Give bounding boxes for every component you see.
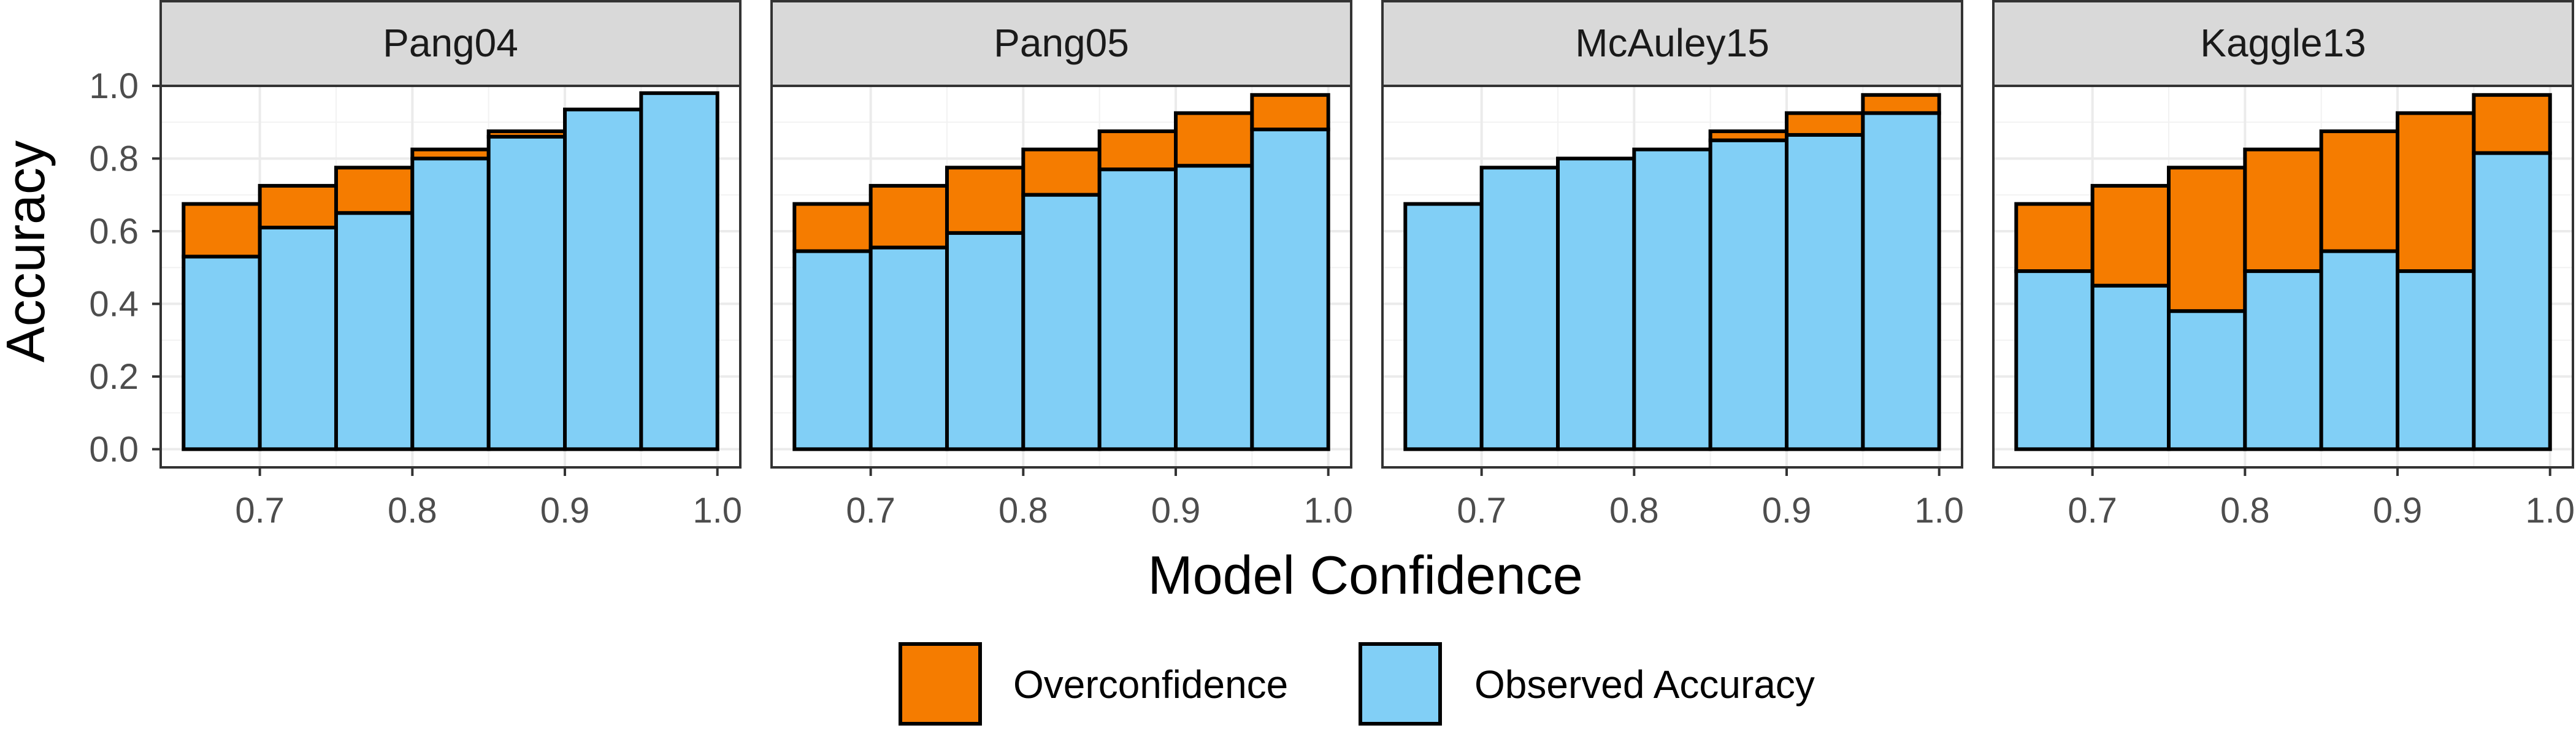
x-tick-label: 0.9 — [540, 491, 590, 531]
accuracy-bar — [1174, 164, 1254, 451]
accuracy-bar — [868, 245, 949, 451]
facet-panel: McAuley15 0.7 0.8 0.9 1.0 — [1381, 0, 1964, 531]
overconfidence-bar — [2090, 183, 2171, 288]
panel-border — [1381, 85, 1963, 469]
y-axis-title: Accuracy — [0, 140, 56, 362]
accuracy-bar — [2319, 249, 2400, 451]
legend-label: Observed Accuracy — [1474, 662, 1815, 707]
overconfidence-bar — [2396, 111, 2476, 274]
overconfidence-bar — [1174, 111, 1254, 168]
overconfidence-bar — [1021, 147, 1102, 197]
accuracy-bar — [2396, 269, 2476, 451]
facet-title: Kaggle13 — [2200, 21, 2366, 65]
overconfidence-bar — [2243, 147, 2323, 274]
x-tick-label: 0.7 — [235, 491, 285, 531]
x-tick-label: 0.8 — [2220, 491, 2270, 531]
bars — [182, 91, 719, 451]
overconfidence-bar — [1861, 93, 1941, 115]
facet-title: Pang04 — [383, 21, 518, 65]
x-tick-label: 0.8 — [388, 491, 437, 531]
accuracy-bar — [1479, 166, 1560, 451]
overconfidence-bar — [2166, 166, 2247, 313]
x-tick-label: 1.0 — [2525, 491, 2575, 531]
overconfidence-bar — [868, 183, 949, 250]
y-tick-label: 0.0 — [89, 429, 139, 469]
y-tick-label: 0.2 — [89, 357, 139, 397]
accuracy-bar — [2014, 269, 2095, 451]
overconfidence-bar — [792, 202, 873, 253]
facet-strip — [1992, 0, 2574, 87]
overconfidence-bar — [945, 166, 1025, 235]
accuracy-bar — [1555, 156, 1636, 451]
legend-swatch — [1359, 642, 1442, 726]
accuracy-bar — [182, 255, 262, 451]
legend-item: Observed Accuracy — [1359, 642, 1815, 726]
legend-swatch — [899, 642, 982, 726]
x-tick-label: 0.7 — [846, 491, 895, 531]
y-tick-label: 1.0 — [89, 66, 139, 106]
accuracy-bar — [334, 211, 415, 451]
accuracy-bar — [258, 226, 338, 451]
overconfidence-bar — [182, 202, 262, 259]
accuracy-bar — [1632, 147, 1712, 451]
x-tick-label: 1.0 — [1914, 491, 1964, 531]
overconfidence-bar — [2472, 93, 2552, 155]
accuracy-bar — [1021, 193, 1102, 451]
y-tick-label: 0.4 — [89, 284, 139, 324]
y-tick-label: 0.8 — [89, 139, 139, 178]
overconfidence-bar — [258, 183, 338, 230]
facet-strip — [770, 0, 1352, 87]
overconfidence-bar — [334, 166, 415, 215]
bars — [1403, 93, 1941, 451]
accuracy-bar — [2166, 309, 2247, 451]
x-tick-label: 1.0 — [692, 491, 742, 531]
accuracy-bar — [563, 107, 643, 451]
accuracy-bar — [2090, 283, 2171, 451]
overconfidence-bar — [1250, 93, 1330, 132]
bars — [2014, 93, 2552, 451]
panel-border — [770, 85, 1352, 469]
facet-panel: Pang05 0.7 0.8 0.9 1.0 — [770, 0, 1353, 531]
facet-panel: Pang04 0.7 0.8 0.9 1.0 — [159, 0, 742, 531]
facet-panel: Kaggle13 0.7 0.8 0.9 1.0 — [1992, 0, 2575, 531]
accuracy-bar — [1861, 111, 1941, 451]
accuracy-bar — [945, 231, 1025, 451]
x-tick-label: 0.9 — [1151, 491, 1201, 531]
overconfidence-bar — [2319, 129, 2400, 253]
accuracy-bar — [1785, 132, 1865, 451]
accuracy-bar — [792, 249, 873, 451]
y-tick-label: 0.6 — [89, 212, 139, 251]
legend-label: Overconfidence — [1013, 662, 1288, 707]
facet-title: Pang05 — [994, 21, 1129, 65]
accuracy-bar — [2472, 151, 2552, 451]
facet-title: McAuley15 — [1575, 21, 1769, 65]
accuracy-bar — [410, 156, 491, 451]
panel-border — [159, 85, 742, 469]
accuracy-bar — [1097, 167, 1178, 451]
accuracy-bar — [639, 91, 719, 451]
x-tick-label: 1.0 — [1303, 491, 1353, 531]
overconfidence-bar — [1097, 129, 1178, 172]
accuracy-bar — [1708, 138, 1789, 451]
accuracy-bar — [2243, 269, 2323, 451]
overconfidence-bar — [1785, 111, 1865, 137]
x-tick-label: 0.8 — [1609, 491, 1659, 531]
legend-item: Overconfidence — [899, 642, 1288, 726]
overconfidence-bar — [2014, 202, 2095, 274]
y-axis: 0.0 0.2 0.4 0.6 0.8 1.0 — [89, 66, 161, 469]
accuracy-bar — [1250, 128, 1330, 451]
x-tick-label: 0.8 — [999, 491, 1048, 531]
x-tick-label: 0.7 — [2068, 491, 2117, 531]
x-tick-label: 0.9 — [2373, 491, 2423, 531]
bars — [792, 93, 1330, 451]
x-tick-label: 0.9 — [1762, 491, 1812, 531]
legend: Overconfidence Observed Accuracy — [899, 642, 1815, 726]
panel-border — [1992, 85, 2574, 469]
accuracy-bar — [486, 134, 567, 451]
x-axis-title: Model Confidence — [1148, 545, 1582, 605]
accuracy-bar — [1403, 202, 1484, 451]
x-tick-label: 0.7 — [1457, 491, 1506, 531]
